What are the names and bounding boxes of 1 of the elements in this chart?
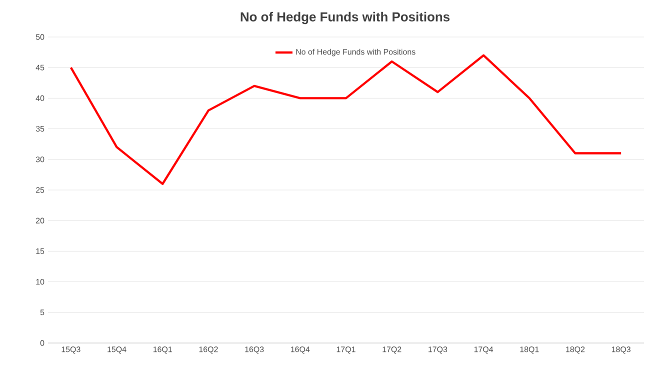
chart-title: No of Hedge Funds with Positions: [240, 12, 450, 24]
